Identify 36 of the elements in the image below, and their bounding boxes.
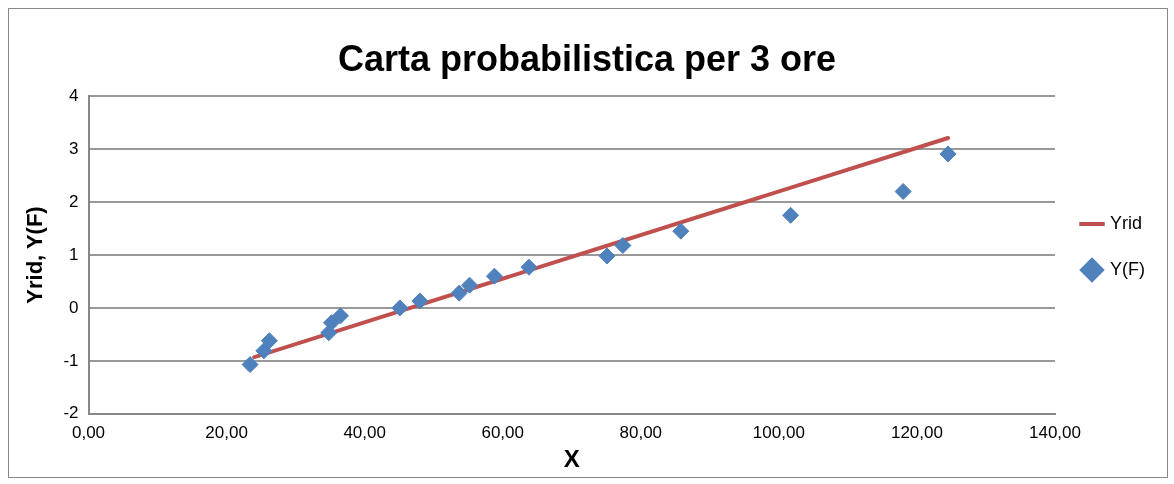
y-tick-label: 3 xyxy=(69,138,79,158)
y-axis-title: Yrid, Y(F) xyxy=(22,206,48,304)
point xyxy=(450,284,468,302)
y-tick-label: -1 xyxy=(63,350,79,370)
x-tick-label: 0,00 xyxy=(71,422,106,442)
point xyxy=(241,356,259,374)
point xyxy=(614,236,632,254)
point xyxy=(461,276,479,294)
x-tick-label: 40,00 xyxy=(343,422,386,442)
x-tick-label: 120,00 xyxy=(890,422,943,442)
point xyxy=(939,145,957,163)
y-tick-label: 4 xyxy=(69,85,79,105)
x-tick-label: 60,00 xyxy=(481,422,524,442)
x-tick-label: 100,00 xyxy=(752,422,805,442)
point xyxy=(894,182,912,200)
x-tick-label: 140,00 xyxy=(1029,422,1082,442)
y-tick-label: 2 xyxy=(69,191,79,211)
y-tick-label: 0 xyxy=(69,297,79,317)
point xyxy=(598,247,616,265)
point xyxy=(782,206,800,224)
x-tick-label: 80,00 xyxy=(619,422,663,442)
legend-label: Yrid xyxy=(1110,212,1143,233)
point xyxy=(332,307,349,325)
point xyxy=(520,258,538,276)
point xyxy=(411,292,429,310)
x-axis-title: X xyxy=(563,445,580,473)
legend-label: Y(F) xyxy=(1110,258,1146,279)
chart-title: Carta probabilistica per 3 ore xyxy=(337,37,837,79)
point xyxy=(672,222,690,240)
point xyxy=(260,332,278,350)
x-tick-label: 20,00 xyxy=(205,422,248,442)
point xyxy=(485,267,503,285)
point xyxy=(391,299,409,317)
y-tick-label: 1 xyxy=(69,244,79,264)
y-tick-label: -2 xyxy=(63,403,79,423)
point xyxy=(255,342,273,360)
